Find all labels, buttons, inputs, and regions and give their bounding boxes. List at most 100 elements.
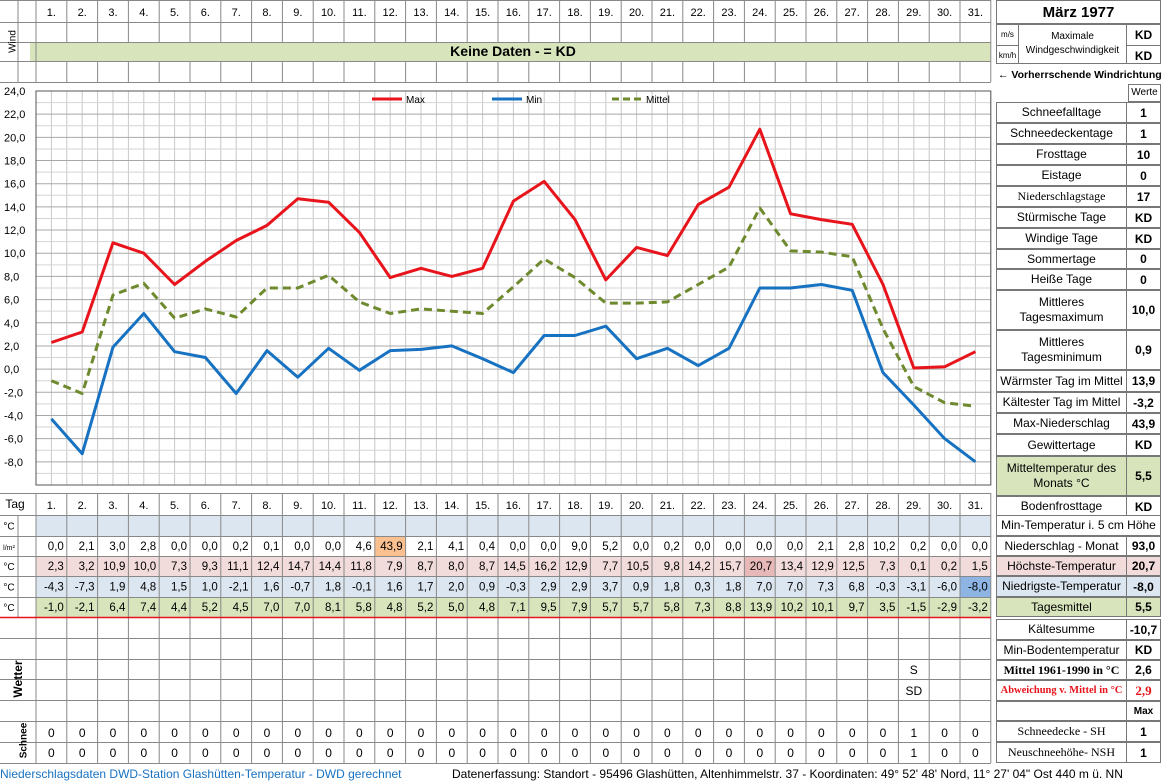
- nsh-cell: 0: [110, 746, 117, 760]
- stat-label: Schneedeckentage: [997, 124, 1127, 143]
- data-cell: 9,5: [541, 602, 557, 614]
- nsh-cell: 0: [356, 746, 363, 760]
- stat-value: 0: [1140, 272, 1147, 287]
- day-label-mid: 15.: [475, 500, 490, 512]
- sh-cell: 0: [849, 726, 856, 740]
- day-label-top: 6.: [201, 7, 210, 19]
- stat-label: Gewittertage: [997, 435, 1127, 455]
- day-label-top: 26.: [814, 7, 829, 19]
- day-label-top: 14.: [444, 7, 459, 19]
- data-cell: 1,0: [202, 582, 218, 594]
- day-label-mid: 29.: [906, 500, 921, 512]
- series-line-max: [50, 127, 977, 370]
- data-cell: 2,0: [448, 582, 464, 594]
- y-tick-label: 12,0: [4, 225, 25, 237]
- y-tick-label: 10,0: [4, 248, 25, 260]
- data-cell: 0,9: [633, 582, 649, 594]
- data-cell: -1,5: [906, 602, 926, 614]
- data-cell: 1,7: [417, 582, 433, 594]
- nsh-cell: 0: [448, 746, 455, 760]
- day-label-mid: 7.: [232, 500, 241, 512]
- data-cell: 10,2: [873, 541, 895, 553]
- data-cell: 0,0: [510, 541, 526, 553]
- nsh-cell: 0: [233, 746, 240, 760]
- day-label-mid: 12.: [383, 500, 398, 512]
- sh-cell: 0: [479, 726, 486, 740]
- kaeltesumme-value: -10,7: [1129, 622, 1158, 637]
- day-label-top: 24.: [752, 7, 767, 19]
- stat-value: KD: [1134, 231, 1153, 246]
- data-cell: -0,7: [290, 582, 310, 594]
- nsh-cell: 0: [756, 746, 763, 760]
- stat-row: Schneefalltage 1: [996, 102, 1161, 123]
- day-label-mid: 24.: [752, 500, 767, 512]
- stat-label: Mittleres Tagesmaximum: [997, 291, 1127, 329]
- data-cell: 15,7: [719, 561, 741, 573]
- y-tick-label: -2,0: [4, 387, 23, 399]
- sh-cell: 0: [664, 726, 671, 740]
- nsh-cell: 0: [849, 746, 856, 760]
- row-summary-label: Höchste-Temperatur: [997, 557, 1127, 575]
- data-cell: 7,7: [602, 561, 618, 573]
- sh-cell: 0: [418, 726, 425, 740]
- stat-value: 0: [1140, 252, 1147, 266]
- data-cell: 5,7: [633, 602, 649, 614]
- day-label-top: 23.: [721, 7, 736, 19]
- sh-cell: 0: [602, 726, 609, 740]
- sh-cell: 0: [202, 726, 209, 740]
- data-cell: 11,8: [350, 561, 372, 573]
- stat-label: Max-Niederschlag: [997, 414, 1127, 433]
- stat-value: KD: [1134, 499, 1153, 514]
- day-label-top: 3.: [108, 7, 117, 19]
- data-cell: 0,0: [756, 541, 772, 553]
- day-label-mid: 18.: [567, 500, 582, 512]
- row-unit: °C: [3, 603, 14, 614]
- data-cell: 0,1: [910, 561, 926, 573]
- nsh-cell: 0: [541, 746, 548, 760]
- day-label-mid: 11.: [352, 500, 366, 512]
- data-cell: 4,4: [171, 602, 188, 614]
- nsh-cell: 0: [602, 746, 609, 760]
- data-cell: 0,3: [695, 582, 711, 594]
- kaeltesumme-label: Kältesumme: [997, 620, 1127, 639]
- stat-value: 43,9: [1131, 416, 1156, 431]
- max-header-spacer: [997, 702, 1127, 720]
- nsh-cell: 0: [48, 746, 55, 760]
- data-cell: 1,6: [387, 582, 403, 594]
- mittel-value: 2,6: [1135, 663, 1152, 677]
- stat-value: -3,2: [1133, 395, 1154, 410]
- day-label-top: 25.: [783, 7, 798, 19]
- nsh-cell: 0: [695, 746, 702, 760]
- day-label-top: 21.: [660, 7, 675, 19]
- data-cell: 5,0: [448, 602, 464, 614]
- day-label-mid: 9.: [293, 500, 302, 512]
- data-cell: 12,4: [257, 561, 280, 573]
- row-summary-value: -8,0: [1133, 579, 1154, 594]
- stat-row: Mitteltemperatur des Monats °C 5,5: [996, 456, 1161, 496]
- data-cell: 7,9: [571, 602, 587, 614]
- table-row-summary: Min-Temperatur i. 5 cm Höhe: [996, 515, 1161, 536]
- plot-frame: [35, 90, 992, 486]
- day-label-top: 16.: [506, 7, 521, 19]
- data-cell: 4,1: [448, 541, 464, 553]
- s-label: S: [910, 663, 918, 677]
- max-wind-kmh: KD: [1134, 49, 1153, 63]
- nsh-cell: 0: [264, 746, 271, 760]
- y-tick-label: 16,0: [4, 179, 25, 191]
- stat-row: Windige Tage KD: [996, 228, 1161, 249]
- footer-location: Datenerfassung: Standort - 95496 Glashüt…: [452, 767, 1123, 781]
- row-bg: [36, 515, 991, 536]
- sh-cell: 0: [233, 726, 240, 740]
- stat-row: Wärmster Tag im Mittel 13,9: [996, 370, 1161, 392]
- highlight-max-precip: [374, 536, 406, 556]
- stat-row: Frosttage 10: [996, 144, 1161, 165]
- data-cell: 2,1: [79, 541, 95, 553]
- data-cell: 11,1: [227, 561, 249, 573]
- tag-label: Tag: [5, 497, 25, 511]
- sh-cell: 0: [510, 726, 517, 740]
- highlight-max-temp: [744, 556, 776, 576]
- data-cell: 8,7: [417, 561, 433, 573]
- legend-label-max: Max: [406, 95, 425, 106]
- nsh-cell: 0: [418, 746, 425, 760]
- day-label-mid: 21.: [660, 500, 675, 512]
